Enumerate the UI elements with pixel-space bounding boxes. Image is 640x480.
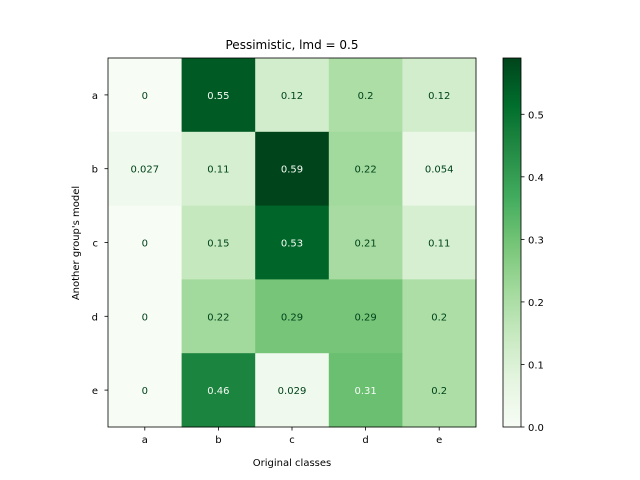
colorbar-tick-label: 0.2 [528, 298, 544, 309]
cell-value-label: 0.11 [428, 239, 450, 250]
cell-value-label: 0.15 [207, 239, 229, 250]
heatmap-cell [328, 58, 403, 133]
x-tick-label: c [289, 435, 295, 446]
heatmap-cell [255, 205, 330, 280]
cell-value-label: 0 [142, 312, 148, 323]
colorbar-tick-label: 0.5 [528, 110, 544, 121]
heatmap-cell [181, 353, 256, 428]
y-axis-label: Another group's model [71, 186, 82, 300]
y-tick-label: e [92, 386, 98, 397]
heatmap-cell [402, 205, 477, 280]
heatmap-cell [181, 131, 256, 207]
heatmap-cell [108, 205, 183, 280]
y-tick-label: b [92, 165, 98, 176]
heatmap-cell [328, 205, 403, 280]
cell-value-label: 0.22 [354, 165, 376, 176]
cell-value-label: 0.2 [358, 91, 374, 102]
cell-value-label: 0.21 [354, 239, 376, 250]
colorbar-tick-label: 0.0 [528, 423, 544, 434]
cell-value-label: 0 [142, 239, 148, 250]
heatmap-cell [402, 279, 477, 354]
cell-value-label: 0.29 [354, 312, 376, 323]
chart-title: Pessimistic, lmd = 0.5 [226, 38, 359, 52]
heatmap-cell [255, 353, 330, 428]
cell-value-label: 0.054 [425, 165, 454, 176]
heatmap-cell-labels: 0 0.55 0.12 0.2 0.12 0.027 0.11 0.59 0.22 0.054 0 0… [130, 91, 453, 397]
y-tick-label: d [92, 312, 98, 323]
heatmap-cell [181, 58, 256, 133]
cell-value-label: 0 [142, 91, 148, 102]
x-tick-label: b [215, 435, 221, 446]
colorbar-tick-label: 0.1 [528, 360, 544, 371]
heatmap-cell [328, 279, 403, 354]
cell-value-label: 0.55 [207, 91, 229, 102]
heatmap-cell [255, 58, 330, 133]
heatmap-cell [181, 205, 256, 280]
cell-value-label: 0 [142, 386, 148, 397]
y-tick-label: c [93, 239, 99, 250]
cell-value-label: 0.29 [281, 312, 303, 323]
x-tick-label: e [436, 435, 442, 446]
colorbar-tick-label: 0.4 [528, 173, 544, 184]
cell-value-label: 0.12 [428, 91, 450, 102]
x-tick-label: a [142, 435, 148, 446]
heatmap-cell [328, 131, 403, 207]
heatmap-cell [328, 353, 403, 428]
colorbar-tick-label: 0.3 [528, 235, 544, 246]
heatmap-cell [255, 279, 330, 354]
x-tick-label: d [362, 435, 368, 446]
x-axis-label: Original classes [253, 458, 332, 469]
heatmap-cell [108, 353, 183, 428]
cell-value-label: 0.53 [281, 239, 303, 250]
cell-value-label: 0.12 [281, 91, 303, 102]
y-tick-label: a [92, 91, 98, 102]
colorbar: 0.0 0.1 0.2 0.3 0.4 0.5 [502, 57, 544, 434]
cell-value-label: 0.31 [354, 386, 376, 397]
cell-value-label: 0.2 [431, 312, 447, 323]
cell-value-label: 0.59 [281, 165, 303, 176]
heatmap-cell [402, 353, 477, 428]
colorbar-scale [502, 57, 522, 428]
y-axis: a b c d e [92, 91, 108, 397]
heatmap-cell [108, 58, 183, 133]
x-axis: a b c d e [142, 427, 442, 446]
cell-value-label: 0.11 [207, 165, 229, 176]
cell-value-label: 0.22 [207, 312, 229, 323]
heatmap-cell [402, 58, 477, 133]
heatmap-cell [255, 131, 330, 207]
cell-value-label: 0.027 [130, 165, 159, 176]
cell-value-label: 0.029 [278, 386, 307, 397]
heatmap-cells [108, 58, 477, 428]
heatmap-cell [108, 131, 183, 207]
heatmap-cell [402, 131, 477, 207]
heatmap-cell [181, 279, 256, 354]
heatmap-cell [108, 279, 183, 354]
cell-value-label: 0.46 [207, 386, 229, 397]
cell-value-label: 0.2 [431, 386, 447, 397]
